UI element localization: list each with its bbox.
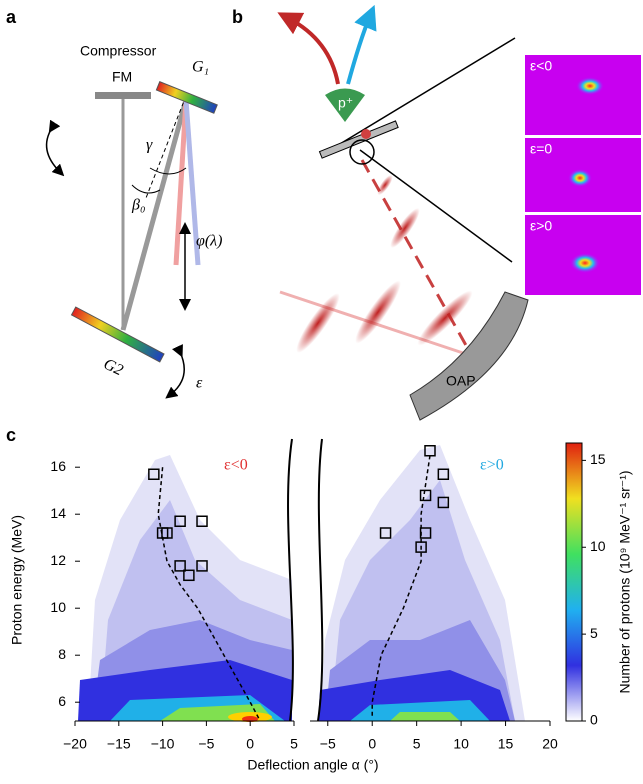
colorbar-tick-label: 5 xyxy=(590,625,598,641)
proton-label: p⁺ xyxy=(338,95,353,111)
colorbar xyxy=(566,443,582,721)
pulse xyxy=(375,173,395,197)
y-axis-label: Proton energy (MeV) xyxy=(9,515,25,645)
x-tick-label: 0 xyxy=(246,736,254,752)
oap-mirror xyxy=(410,292,528,420)
inset-label: ε<0 xyxy=(530,58,552,74)
panel-label: a xyxy=(6,7,17,27)
x-tick-label: −10 xyxy=(151,736,175,752)
annotation: ε<0 xyxy=(224,457,248,474)
rotation-arrow xyxy=(47,128,60,172)
annotation: ε>0 xyxy=(480,457,504,474)
y-tick-label: 8 xyxy=(58,646,66,662)
colorbar-tick-label: 10 xyxy=(590,538,606,554)
x-tick-label: −15 xyxy=(107,736,131,752)
axis-break xyxy=(318,439,322,721)
x-tick-label: −5 xyxy=(320,736,336,752)
inset-label: ε>0 xyxy=(530,218,552,234)
pulse xyxy=(350,276,407,347)
figure: a b c Compressor FM G₁ G2 γ β₀ φ(λ) ε p⁺… xyxy=(0,0,643,779)
beta-label: β₀ xyxy=(131,197,146,214)
x-tick-label: 10 xyxy=(453,736,469,752)
y-tick-label: 12 xyxy=(50,552,66,568)
deflection-arrow xyxy=(348,16,370,84)
inset-label: ε=0 xyxy=(530,141,552,157)
x-tick-label: 5 xyxy=(290,736,298,752)
x-axis-label: Deflection angle α (°) xyxy=(247,757,378,773)
g1-label: G₁ xyxy=(192,59,209,76)
gamma-label: γ xyxy=(146,137,153,154)
epsilon-label: ε xyxy=(196,375,203,392)
x-tick-label: 20 xyxy=(542,736,558,752)
y-tick-label: 16 xyxy=(50,458,66,474)
beam-profile xyxy=(576,77,604,95)
panel-b: p⁺ OAP ε<0 ε=0 ε>0 xyxy=(280,16,641,420)
angle-arc xyxy=(132,185,160,193)
contour-right xyxy=(318,445,525,721)
grating-g2 xyxy=(72,307,165,362)
colorbar-tick-label: 15 xyxy=(590,451,606,467)
x-tick-label: 5 xyxy=(413,736,421,752)
beam-profile xyxy=(568,169,592,187)
panel-label: b xyxy=(232,7,243,27)
beam-profile xyxy=(570,253,600,273)
y-tick-label: 14 xyxy=(50,505,66,521)
y-tick-label: 10 xyxy=(50,599,66,615)
x-tick-label: −20 xyxy=(63,736,87,752)
colorbar-tick-label: 0 xyxy=(590,712,598,728)
focus-spot xyxy=(361,129,371,139)
y-tick-label: 6 xyxy=(58,693,66,709)
beam-edge xyxy=(360,150,512,262)
oap-label: OAP xyxy=(446,373,476,389)
panel-label: c xyxy=(6,425,16,445)
contour-left xyxy=(78,455,292,722)
rotation-arrow xyxy=(170,352,184,395)
phi-label: φ(λ) xyxy=(196,233,222,250)
deflection-arrow xyxy=(288,18,338,84)
fm-label: FM xyxy=(112,69,132,85)
g2-label: G2 xyxy=(101,356,126,380)
colorbar-label: Number of protons (10⁹ MeV⁻¹ sr⁻¹) xyxy=(617,470,633,693)
fm-mirror xyxy=(95,92,151,99)
x-tick-label: −5 xyxy=(198,736,214,752)
x-tick-label: 15 xyxy=(498,736,514,752)
pulse xyxy=(412,285,477,350)
target xyxy=(319,121,398,158)
x-tick-label: 0 xyxy=(368,736,376,752)
compressor-label: Compressor xyxy=(80,43,157,59)
panel-a: Compressor FM G₁ G2 γ β₀ φ(λ) ε xyxy=(47,43,223,395)
insets: ε<0 ε=0 ε>0 xyxy=(525,55,641,295)
pulse xyxy=(386,205,423,251)
